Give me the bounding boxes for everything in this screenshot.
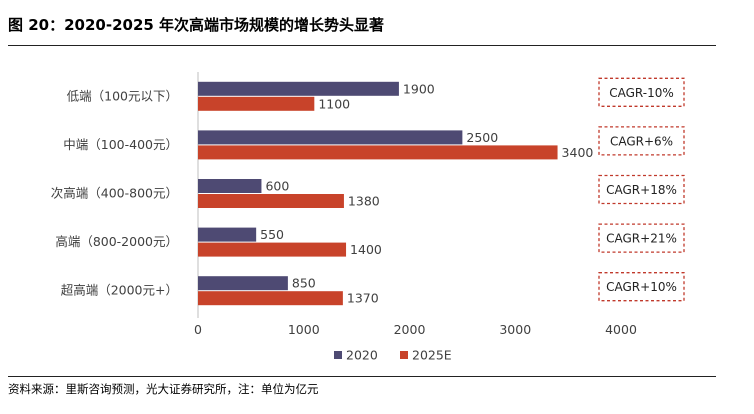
- cagr-annotation-box: [598, 223, 685, 253]
- cagr-annotation-box: [598, 126, 685, 156]
- data-label: 1900: [403, 81, 435, 96]
- figure-title: 图 20：2020-2025 年次高端市场规模的增长势头显著: [8, 16, 385, 34]
- cagr-annotation: CAGR-10%: [609, 86, 674, 100]
- cagr-annotation-box: [598, 174, 685, 205]
- bar-series-2: [198, 291, 343, 306]
- data-label: 550: [260, 227, 284, 242]
- x-tick-label: 4000: [605, 322, 637, 337]
- source-note: 资料来源：里斯咨询预测，光大证券研究所，注：单位为亿元: [8, 382, 319, 396]
- category-label: 中端（100-400元）: [63, 137, 178, 152]
- data-label: 2500: [466, 130, 498, 145]
- source-rule: [8, 376, 716, 377]
- cagr-annotation-box: [598, 77, 685, 107]
- bar-series-2: [198, 145, 558, 160]
- x-tick-label: 1000: [288, 322, 320, 337]
- bar-series-1: [198, 227, 257, 242]
- category-label: 低端（100元以下）: [67, 88, 178, 103]
- cagr-annotation: CAGR+21%: [606, 232, 677, 246]
- bar-series-1: [198, 276, 288, 291]
- data-label: 1380: [348, 194, 380, 209]
- cagr-annotation: CAGR+10%: [606, 280, 677, 294]
- data-label: 3400: [562, 145, 594, 160]
- cagr-annotation: CAGR+18%: [606, 183, 677, 197]
- data-label: 850: [292, 276, 316, 291]
- title-rule: [8, 45, 716, 46]
- category-label: 次高端（400-800元）: [51, 186, 178, 201]
- x-tick-label: 3000: [499, 322, 531, 337]
- bar-series-1: [198, 130, 463, 145]
- x-tick-label: 0: [194, 322, 202, 337]
- cagr-annotation: CAGR+6%: [610, 134, 673, 148]
- bar-series-1: [198, 179, 262, 193]
- x-tick-label: 2000: [394, 322, 426, 337]
- legend-label-2: 2025E: [412, 348, 452, 363]
- category-label: 高端（800-2000元）: [55, 234, 178, 249]
- data-label: 1100: [318, 96, 350, 111]
- bar-series-2: [198, 194, 344, 208]
- bar-series-1: [198, 81, 399, 96]
- category-label: 超高端（2000元+）: [61, 283, 178, 298]
- data-label: 600: [265, 179, 289, 194]
- legend-label-1: 2020: [346, 348, 378, 363]
- bar-series-2: [198, 242, 347, 257]
- bar-series-2: [198, 96, 315, 111]
- cagr-annotation-box: [598, 272, 685, 302]
- data-label: 1370: [347, 291, 379, 306]
- legend-swatch-1: [334, 351, 342, 359]
- data-label: 1400: [350, 242, 382, 257]
- legend-swatch-2: [400, 351, 408, 359]
